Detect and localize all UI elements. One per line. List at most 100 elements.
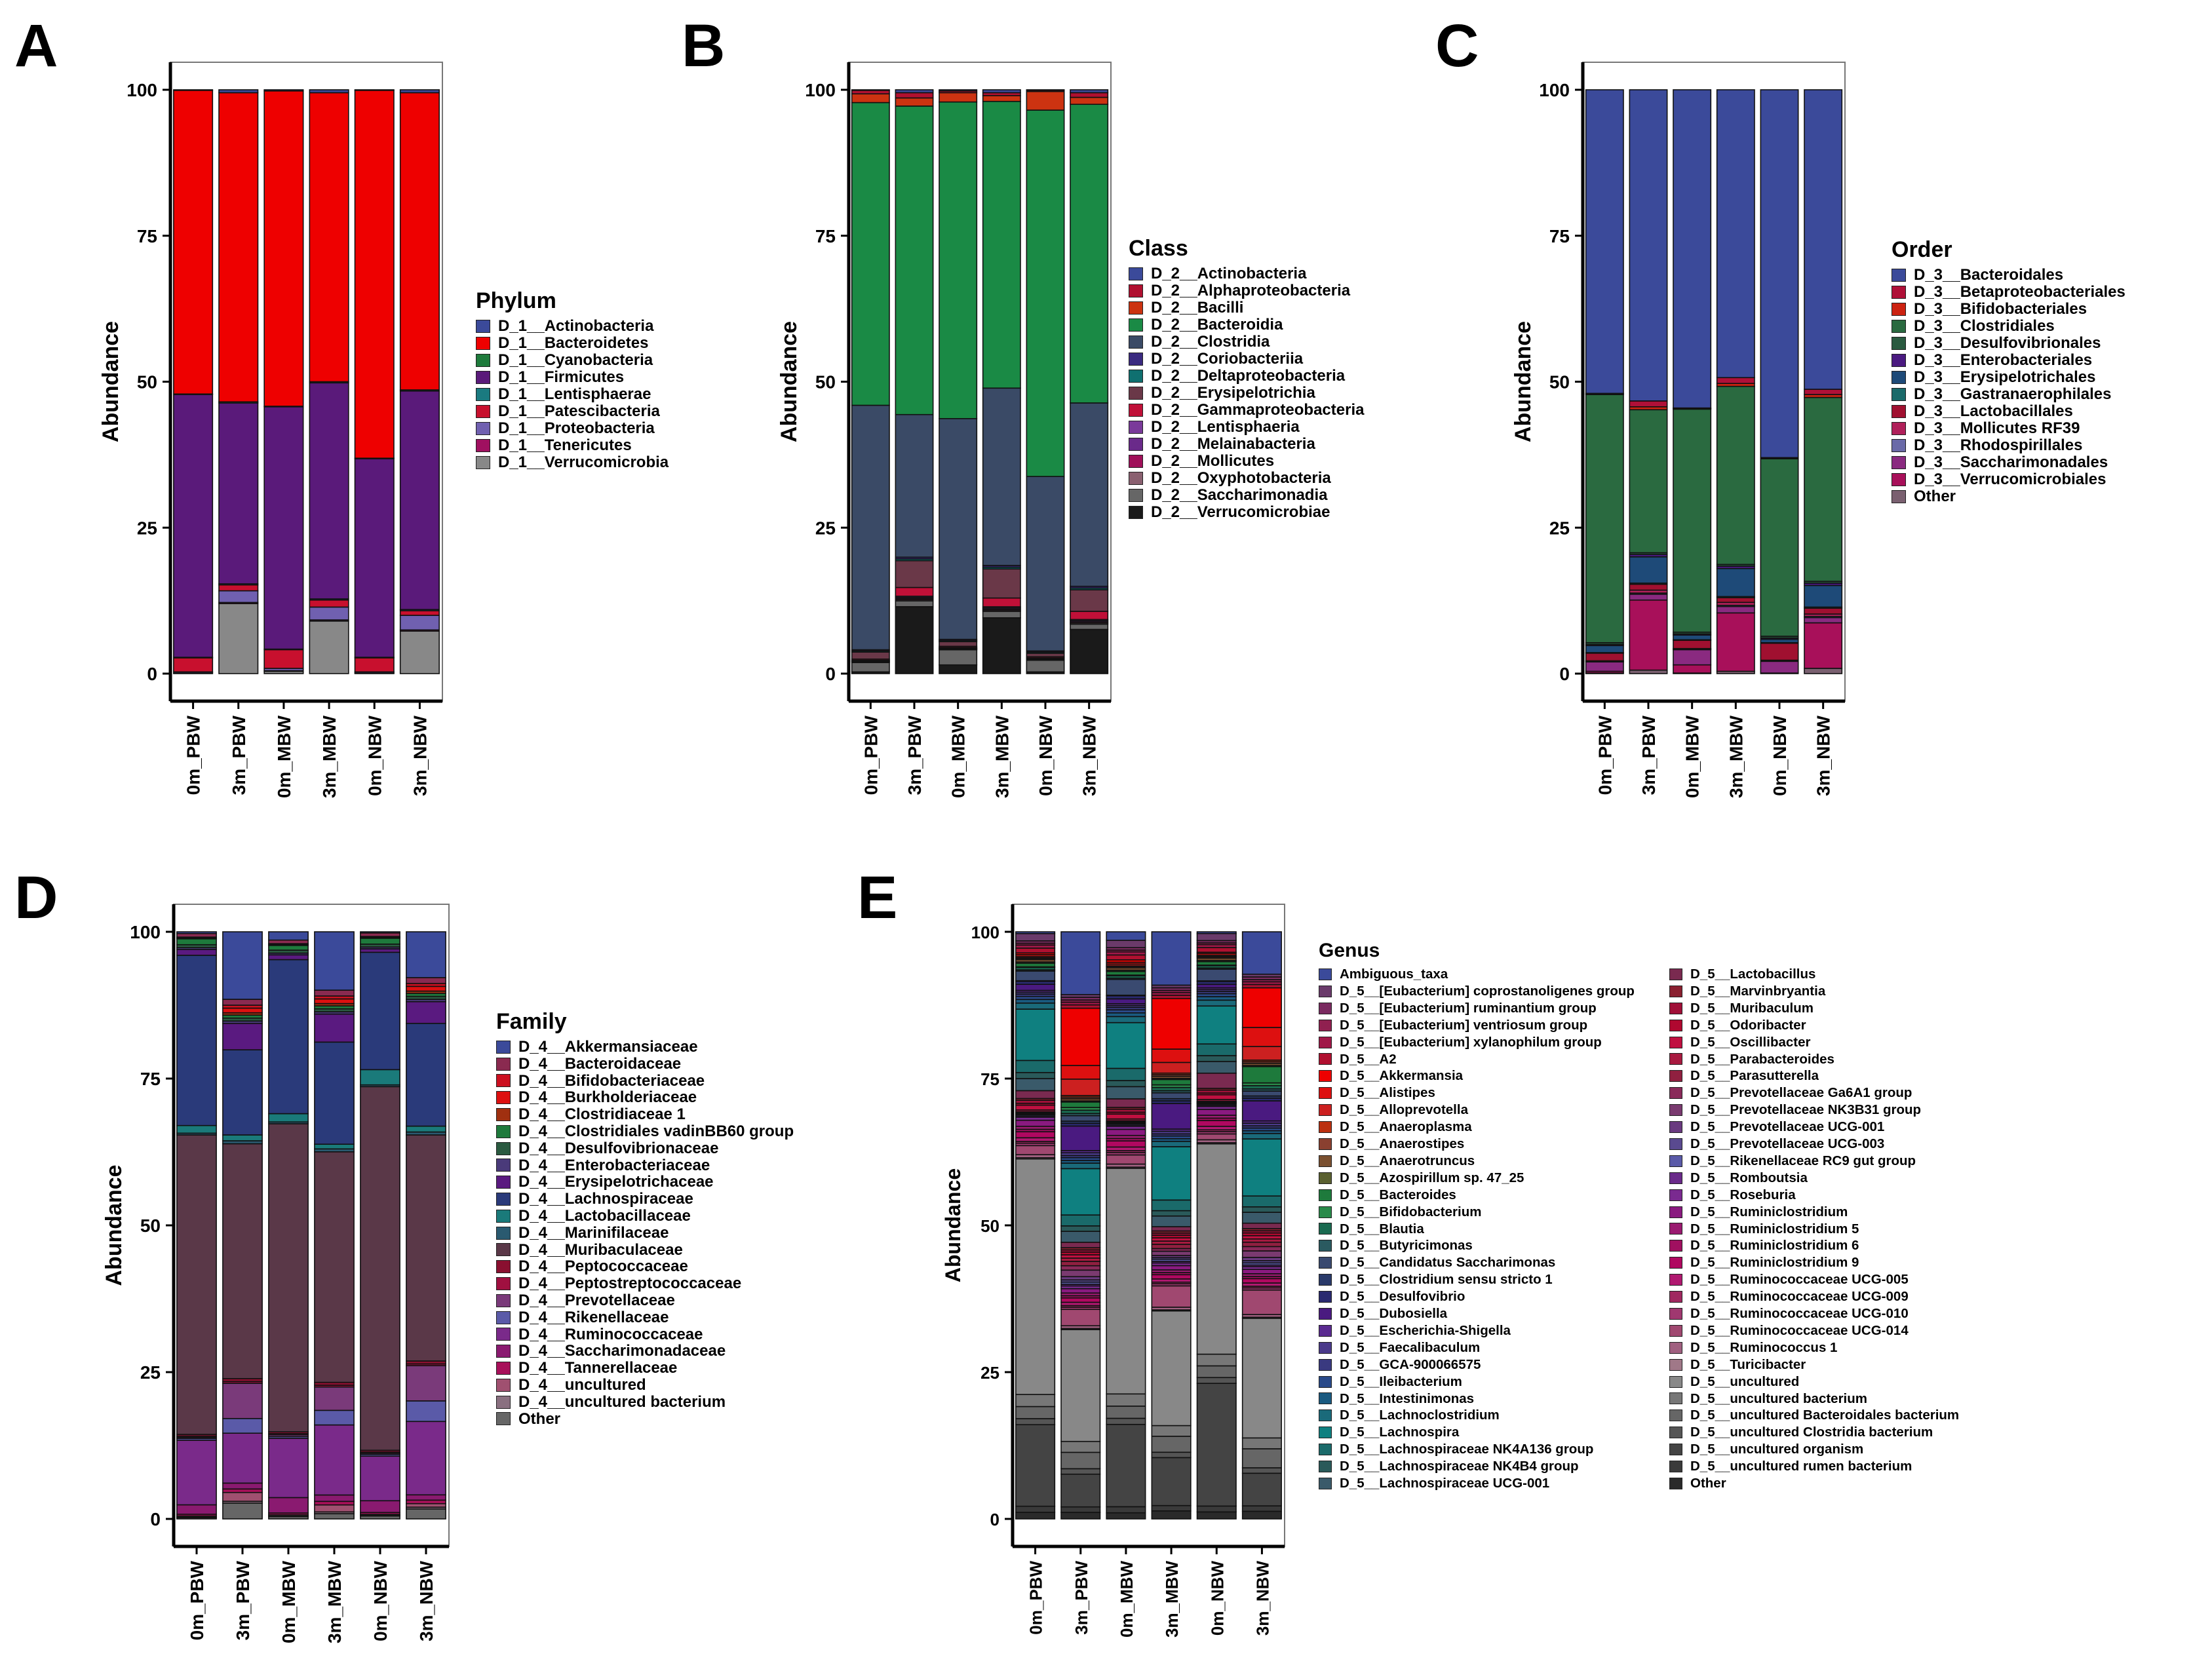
- bar-segment: [1060, 1231, 1101, 1243]
- bar-segment: [263, 89, 304, 92]
- bar-segment: [406, 1134, 446, 1362]
- legend-item: D_4__Tannerellaceae: [496, 1360, 677, 1377]
- legend-label: D_4__Bifidobacteriaceae: [518, 1071, 705, 1090]
- legend-swatch: [1892, 422, 1906, 435]
- legend-swatch: [476, 320, 490, 333]
- legend-item: D_5__uncultured bacterium: [1669, 1390, 1867, 1408]
- legend-swatch: [1669, 1206, 1682, 1218]
- legend-label: D_4__Prevotellaceae: [518, 1292, 675, 1309]
- legend-item: D_5__uncultured Clostridia bacterium: [1669, 1424, 1933, 1441]
- legend-item: D_3__Erysipelotrichales: [1892, 369, 2096, 386]
- chart-e-genus: 0 25 50 75 100 Abundance 0m_PBW 3m_PBW 0m_MBW 3m_…: [941, 904, 1285, 1638]
- legend-swatch: [476, 388, 490, 401]
- bar-segment: [1106, 978, 1146, 996]
- bar-segment: [1241, 1100, 1282, 1122]
- legend-swatch: [1129, 353, 1143, 366]
- legend-item: D_3__Mollicutes RF39: [1892, 420, 2080, 437]
- bar-segment: [218, 603, 259, 674]
- bar-segment: [1673, 89, 1712, 409]
- legend-label: D_5__Lachnospiraceae NK4B4 group: [1340, 1459, 1579, 1474]
- bar-segment: [1015, 1131, 1056, 1139]
- legend-swatch: [1669, 1070, 1682, 1083]
- bar-segment: [406, 1503, 446, 1508]
- bar-segment: [1015, 1158, 1056, 1395]
- bar-segment: [1106, 998, 1146, 1005]
- legend-label: D_5__Desulfovibrio: [1340, 1289, 1465, 1305]
- legend-item: D_4__Erysipelotrichaceae: [496, 1174, 714, 1191]
- legend-item: D_2__Erysipelotrichia: [1129, 385, 1315, 402]
- legend-label: D_5__Prevotellaceae UCG-003: [1690, 1136, 1885, 1151]
- legend-swatch: [1319, 1461, 1332, 1473]
- bar-segment: [1196, 984, 1237, 989]
- legend-item: D_5__Butyricimonas: [1319, 1237, 1473, 1254]
- y-tick-label: 25: [1549, 518, 1570, 538]
- bar-segment: [218, 92, 259, 403]
- legend-item: D_4__Clostridiales vadinBB60 group: [496, 1123, 794, 1140]
- legend-item: D_5__[Eubacterium] ruminantium group: [1319, 1000, 1597, 1017]
- legend-swatch: [1669, 1240, 1682, 1252]
- bar-segment: [1716, 89, 1755, 379]
- legend-label: D_5__uncultured bacterium: [1690, 1390, 1867, 1406]
- bar-segment: [1241, 1206, 1282, 1213]
- legend-item: D_5__Ruminococcus 1: [1669, 1339, 1837, 1356]
- legend-label: D_2__Deltaproteobacteria: [1151, 367, 1346, 385]
- legend-item: D_3__Desulfovibrionales: [1892, 335, 2101, 352]
- bar-segment: [1070, 589, 1109, 612]
- bar-segment: [1196, 1072, 1237, 1089]
- legend-label: D_5__Marvinbryantia: [1690, 983, 1826, 999]
- bar-segment: [1060, 1451, 1101, 1470]
- bar-segment: [406, 931, 446, 978]
- legend-item: D_5__Ruminococcaceae UCG-005: [1669, 1271, 1909, 1288]
- legend-item: D_1__Patescibacteria: [476, 403, 660, 420]
- legend-item: D_2__Coriobacteriia: [1129, 351, 1303, 368]
- x-tick-label: 0m_MBW: [1682, 715, 1703, 798]
- legend-swatch: [476, 405, 490, 418]
- bar-segment: [360, 931, 400, 934]
- legend-swatch: [1892, 490, 1906, 503]
- legend-label: D_4__uncultured bacterium: [518, 1392, 726, 1411]
- legend-label: D_3__Verrucomicrobiales: [1914, 470, 2106, 488]
- bar-segment: [1585, 394, 1624, 643]
- legend-swatch: [1892, 456, 1906, 469]
- legend-label: D_5__Alistipes: [1340, 1085, 1435, 1101]
- bar-segment: [314, 1504, 355, 1513]
- legend-swatch: [1669, 1477, 1682, 1489]
- legend-item: D_2__Saccharimonadia: [1129, 487, 1327, 504]
- legend-label: D_4__Akkermansiaceae: [518, 1038, 698, 1056]
- legend-item: D_5__Ileibacterium: [1319, 1373, 1462, 1390]
- legend-label: D_4__Clostridiales vadinBB60 group: [518, 1122, 794, 1140]
- bar-segment: [314, 1151, 355, 1383]
- legend-swatch: [476, 371, 490, 384]
- legend-swatch: [1319, 1324, 1332, 1337]
- legend-swatch: [1129, 335, 1143, 349]
- y-tick-label: 100: [805, 80, 836, 100]
- bar-segment: [1060, 1242, 1101, 1248]
- bar-segment: [939, 417, 978, 640]
- legend-item: D_5__Lachnospiraceae NK4A136 group: [1319, 1441, 1593, 1458]
- bar-segment: [1106, 1406, 1146, 1419]
- bar-segment: [1015, 1060, 1056, 1073]
- legend-item: D_5__[Eubacterium] coprostanoligenes gro…: [1319, 983, 1635, 1000]
- legend-swatch: [1319, 1444, 1332, 1456]
- y-tick-label: 25: [140, 1362, 161, 1383]
- legend-swatch: [1669, 1087, 1682, 1100]
- bar-segment: [1241, 1278, 1282, 1284]
- bar-segment: [1026, 90, 1065, 111]
- bar-segment: [1585, 645, 1624, 653]
- bar-segment: [1241, 1467, 1282, 1474]
- y-tick-label: 100: [126, 80, 157, 100]
- legend-c-order: Order D_3__Bacteroidales D_3__Betaproteoba…: [1892, 237, 2125, 505]
- bar-segment: [222, 1383, 263, 1419]
- y-tick-label: 25: [137, 518, 157, 538]
- legend-label: D_1__Actinobacteria: [498, 317, 654, 335]
- legend-item: D_5__Clostridium sensu stricto 1: [1319, 1271, 1553, 1288]
- bar-segment: [1060, 1329, 1101, 1442]
- legend-a-phylum: Phylum D_1__Actinobacteria D_1__Bacteroide…: [476, 288, 669, 471]
- legend-label: Other: [518, 1409, 561, 1428]
- legend-swatch: [1129, 472, 1143, 485]
- legend-item: D_3__Lactobacillales: [1892, 403, 2073, 420]
- legend-swatch: [1669, 1019, 1682, 1031]
- legend-label: D_5__uncultured rumen bacterium: [1690, 1459, 1912, 1474]
- legend-item: D_4__Enterobacteriaceae: [496, 1157, 710, 1174]
- bar-segment: [1070, 623, 1109, 630]
